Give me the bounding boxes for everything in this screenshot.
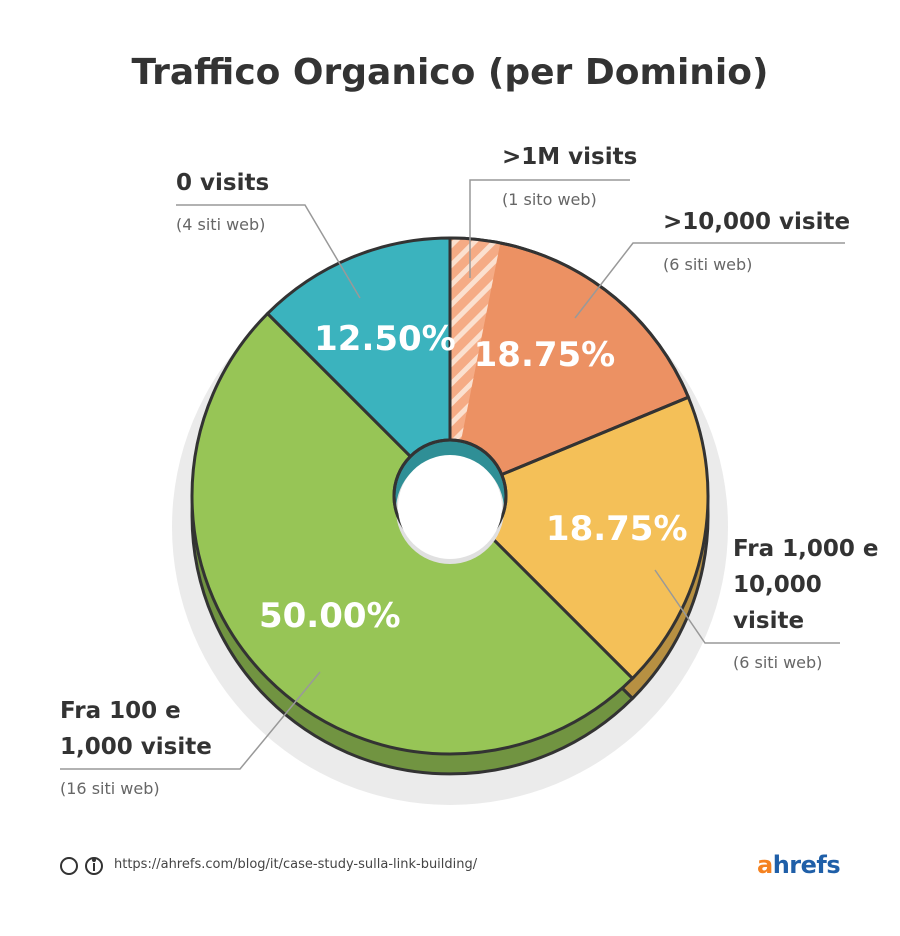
slice-label: 0 visits (176, 170, 270, 196)
slice-note: (4 siti web) (176, 215, 266, 234)
slice-label: >10,000 visite (663, 209, 851, 235)
leader-line (469, 179, 630, 278)
slice-note: (1 sito web) (502, 190, 597, 209)
leader-line (60, 671, 321, 770)
slice (448, 236, 691, 499)
slice-note: (16 siti web) (60, 779, 160, 798)
chart-title: Traffico Organico (per Dominio) (131, 52, 769, 93)
slice-label: >1M visits (502, 144, 638, 170)
leader-line (574, 242, 845, 319)
highlight-slice (450, 238, 501, 496)
hole (392, 438, 508, 564)
slice (265, 236, 452, 500)
leader-line (654, 569, 840, 644)
slice-label: Fra 1,000 e 10,000 visite (733, 536, 879, 634)
cc-icons (60, 857, 103, 875)
source-url: https://ahrefs.com/blog/it/case-study-su… (114, 857, 478, 872)
slice (447, 395, 710, 681)
value-label: 12.50% (314, 318, 456, 359)
value-label: 18.75% (473, 334, 616, 375)
slice-note: (6 siti web) (663, 255, 753, 274)
value-label: 50.00% (258, 596, 401, 637)
value-label: 18.75% (545, 509, 688, 550)
leader-line (176, 204, 361, 299)
slice-label: Fra 100 e 1,000 visite (60, 698, 212, 760)
slice-note: (6 siti web) (733, 653, 823, 672)
brand-logo: ahrefs (757, 851, 841, 879)
